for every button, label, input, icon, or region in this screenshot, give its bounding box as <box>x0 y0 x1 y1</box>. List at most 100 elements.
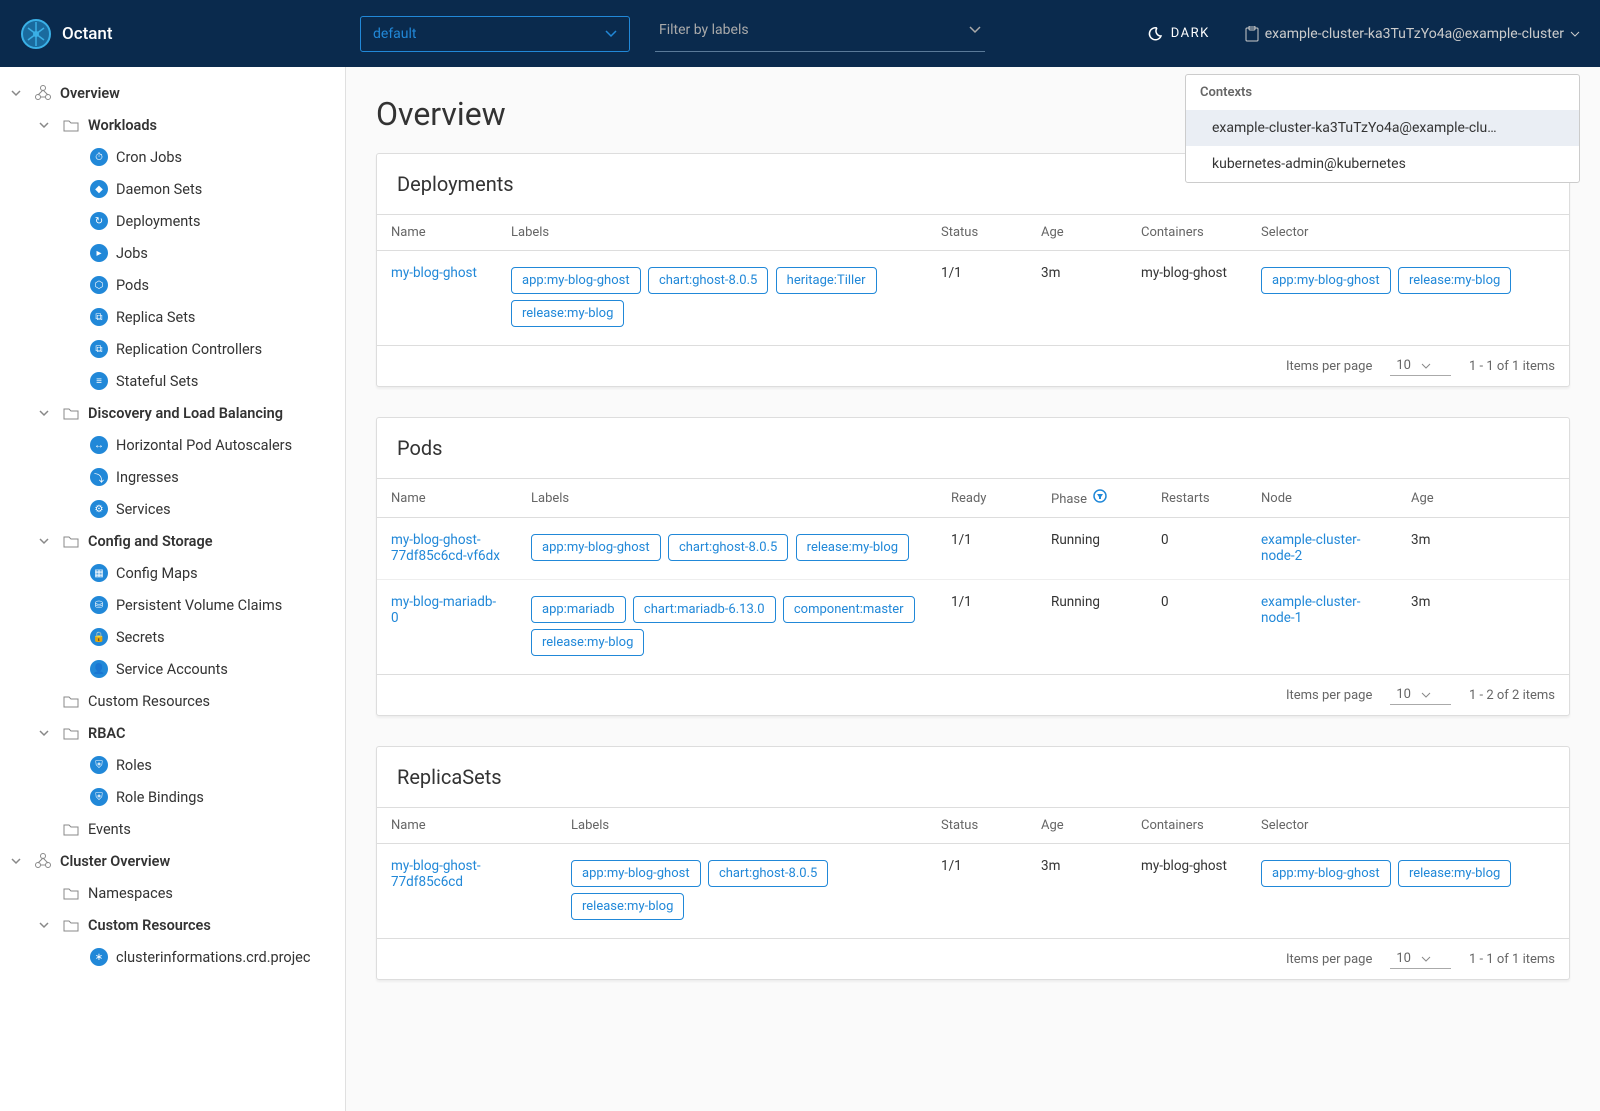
sidebar-item-events[interactable]: Events <box>0 813 345 845</box>
label-chip[interactable]: release:my-blog <box>796 534 909 561</box>
sidebar-item-pods[interactable]: ⬡Pods <box>0 269 345 301</box>
col-node[interactable]: Node <box>1247 479 1397 518</box>
label-chip[interactable]: app:mariadb <box>531 596 626 623</box>
col-name[interactable]: Name <box>377 215 497 251</box>
label-chip[interactable]: release:my-blog <box>571 893 684 920</box>
top-header: Octant default Filter by labels DARK exa… <box>0 0 1600 67</box>
node-link[interactable]: example-cluster-node-2 <box>1261 532 1360 564</box>
label-chip[interactable]: app:my-blog-ghost <box>511 267 641 294</box>
col-name[interactable]: Name <box>377 808 557 844</box>
col-restarts[interactable]: Restarts <box>1147 479 1247 518</box>
deployment-link[interactable]: my-blog-ghost <box>391 265 477 281</box>
context-selector[interactable]: example-cluster-ka3TuTzYo4a@example-clus… <box>1245 26 1580 42</box>
nav-label: Cluster Overview <box>60 853 170 870</box>
label-chip[interactable]: component:master <box>783 596 915 623</box>
sidebar-item-discovery[interactable]: Discovery and Load Balancing <box>0 397 345 429</box>
col-labels[interactable]: Labels <box>517 479 937 518</box>
replicaset-link[interactable]: my-blog-ghost-77df85c6cd <box>391 858 481 890</box>
col-ready[interactable]: Ready <box>937 479 1037 518</box>
col-containers[interactable]: Containers <box>1127 808 1247 844</box>
items-per-page-select[interactable]: 10 <box>1390 685 1451 705</box>
sidebar-item-customresources[interactable]: Custom Resources <box>0 685 345 717</box>
sidebar-item-overview[interactable]: Overview <box>0 77 345 109</box>
sidebar-item-hpa[interactable]: ↔Horizontal Pod Autoscalers <box>0 429 345 461</box>
items-per-page-label: Items per page <box>1286 952 1372 967</box>
items-per-page-select[interactable]: 10 <box>1390 356 1451 376</box>
pod-link[interactable]: my-blog-mariadb-0 <box>391 594 496 626</box>
col-labels[interactable]: Labels <box>497 215 927 251</box>
sidebar-item-cronjobs[interactable]: ⏱Cron Jobs <box>0 141 345 173</box>
sidebar-item-replicationcontrollers[interactable]: ⧉Replication Controllers <box>0 333 345 365</box>
namespace-select[interactable]: default <box>360 16 630 52</box>
folder-icon <box>62 692 80 710</box>
phase-cell: Running <box>1037 518 1147 580</box>
sidebar-item-replicasets[interactable]: ⧉Replica Sets <box>0 301 345 333</box>
sidebar-item-roles[interactable]: ⛨Roles <box>0 749 345 781</box>
label-chip[interactable]: chart:mariadb-6.13.0 <box>633 596 776 623</box>
sidebar-item-ingresses[interactable]: ⤵ Ingresses <box>0 461 345 493</box>
sidebar-item-namespaces[interactable]: Namespaces <box>0 877 345 909</box>
label-chip[interactable]: chart:ghost-8.0.5 <box>708 860 828 887</box>
sidebar-item-pvc[interactable]: ⛁Persistent Volume Claims <box>0 589 345 621</box>
nav-label: Stateful Sets <box>116 373 198 390</box>
label-chip[interactable]: app:my-blog-ghost <box>571 860 701 887</box>
sidebar-item-jobs[interactable]: ▸Jobs <box>0 237 345 269</box>
items-per-page-select[interactable]: 10 <box>1390 949 1451 969</box>
sidebar-item-workloads[interactable]: Workloads <box>0 109 345 141</box>
label-chip[interactable]: release:my-blog <box>531 629 644 656</box>
sidebar-item-statefulsets[interactable]: ≡Stateful Sets <box>0 365 345 397</box>
label-filter-input[interactable]: Filter by labels <box>655 16 985 52</box>
labels-cell: app:my-blog-ghost chart:ghost-8.0.5 heri… <box>497 251 927 346</box>
sidebar-item-rbac[interactable]: RBAC <box>0 717 345 749</box>
sidebar-item-rolebindings[interactable]: ⛨Role Bindings <box>0 781 345 813</box>
resource-icon: ▸ <box>90 244 108 262</box>
col-selector[interactable]: Selector <box>1247 215 1569 251</box>
label-chip[interactable]: chart:ghost-8.0.5 <box>648 267 768 294</box>
sidebar-item-deployments[interactable]: ↻Deployments <box>0 205 345 237</box>
col-phase[interactable]: Phase <box>1037 479 1147 518</box>
selector-chip[interactable]: app:my-blog-ghost <box>1261 860 1391 887</box>
col-status[interactable]: Status <box>927 808 1027 844</box>
sidebar-item-configstorage[interactable]: Config and Storage <box>0 525 345 557</box>
col-age[interactable]: Age <box>1027 215 1127 251</box>
pod-link[interactable]: my-blog-ghost-77df85c6cd-vf6dx <box>391 532 500 564</box>
sidebar-item-clusteroverview[interactable]: Cluster Overview <box>0 845 345 877</box>
label-chip[interactable]: heritage:Tiller <box>776 267 877 294</box>
resource-icon: ⧉ <box>90 340 108 358</box>
col-containers[interactable]: Containers <box>1127 215 1247 251</box>
page-info: 1 - 1 of 1 items <box>1469 359 1555 374</box>
sidebar-item-serviceaccounts[interactable]: 👤Service Accounts <box>0 653 345 685</box>
col-status[interactable]: Status <box>927 215 1027 251</box>
context-dropdown: Contexts example-cluster-ka3TuTzYo4a@exa… <box>1185 74 1580 183</box>
nav-label: Ingresses <box>116 469 179 486</box>
contexts-header: Contexts <box>1186 75 1579 110</box>
label-chip[interactable]: chart:ghost-8.0.5 <box>668 534 788 561</box>
chevron-down-icon <box>34 728 54 738</box>
sidebar-item-daemonsets[interactable]: ◆Daemon Sets <box>0 173 345 205</box>
col-name[interactable]: Name <box>377 479 517 518</box>
label-chip[interactable]: app:my-blog-ghost <box>531 534 661 561</box>
items-per-page-label: Items per page <box>1286 688 1372 703</box>
dark-mode-toggle[interactable]: DARK <box>1147 26 1210 42</box>
sidebar-item-crd1[interactable]: ∗clusterinformations.crd.projec <box>0 941 345 973</box>
chevron-down-icon <box>34 120 54 130</box>
sidebar-item-secrets[interactable]: 🔒Secrets <box>0 621 345 653</box>
col-labels[interactable]: Labels <box>557 808 927 844</box>
selector-chip[interactable]: release:my-blog <box>1398 267 1511 294</box>
resource-icon: ⤵ <box>90 468 108 486</box>
sidebar-item-customresources2[interactable]: Custom Resources <box>0 909 345 941</box>
col-selector[interactable]: Selector <box>1247 808 1569 844</box>
selector-chip[interactable]: release:my-blog <box>1398 860 1511 887</box>
filter-icon[interactable] <box>1093 492 1107 507</box>
label-chip[interactable]: release:my-blog <box>511 300 624 327</box>
context-item[interactable]: example-cluster-ka3TuTzYo4a@example-clu… <box>1186 110 1579 146</box>
col-age[interactable]: Age <box>1397 479 1569 518</box>
context-item[interactable]: kubernetes-admin@kubernetes <box>1186 146 1579 182</box>
sidebar-item-services[interactable]: ⚙Services <box>0 493 345 525</box>
nav-label: Replica Sets <box>116 309 195 326</box>
sidebar-item-configmaps[interactable]: ▦Config Maps <box>0 557 345 589</box>
nav-label: RBAC <box>88 725 125 742</box>
selector-chip[interactable]: app:my-blog-ghost <box>1261 267 1391 294</box>
col-age[interactable]: Age <box>1027 808 1127 844</box>
node-link[interactable]: example-cluster-node-1 <box>1261 594 1360 626</box>
